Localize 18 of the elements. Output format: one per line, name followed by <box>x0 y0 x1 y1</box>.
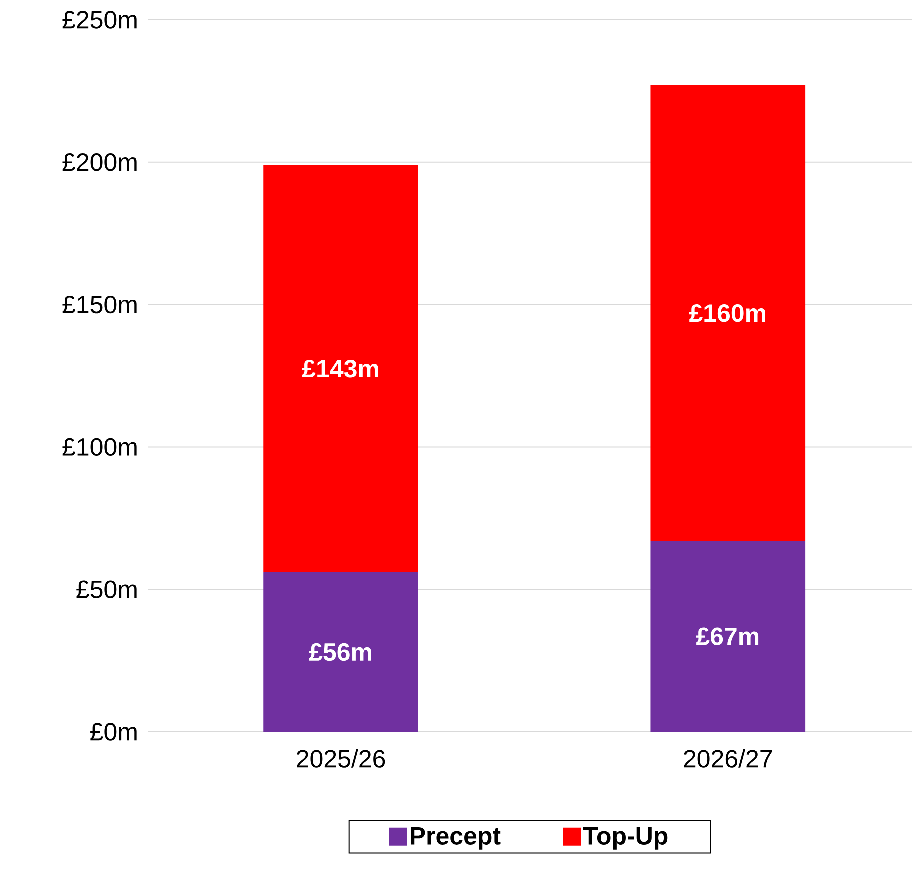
legend-label: Top-Up <box>583 827 668 850</box>
y-tick-label: £100m <box>62 438 137 456</box>
bar <box>650 541 806 732</box>
y-tick-label: £0m <box>90 723 137 741</box>
bar <box>264 165 418 573</box>
data-label: £56m <box>309 643 372 662</box>
y-tick-label: £150m <box>62 296 137 314</box>
data-label: £67m <box>696 628 759 646</box>
bar <box>650 86 806 542</box>
y-tick-label: £50m <box>76 580 137 598</box>
legend-label: Precept <box>411 827 501 850</box>
data-label: £143m <box>302 360 378 378</box>
x-tick-label: 2026/27 <box>684 750 772 768</box>
y-tick-label: £250m <box>62 11 137 29</box>
data-label: £160m <box>689 304 766 322</box>
bar <box>264 572 418 732</box>
y-tick-label: £200m <box>62 154 137 172</box>
x-tick-label: 2025/26 <box>297 750 386 768</box>
